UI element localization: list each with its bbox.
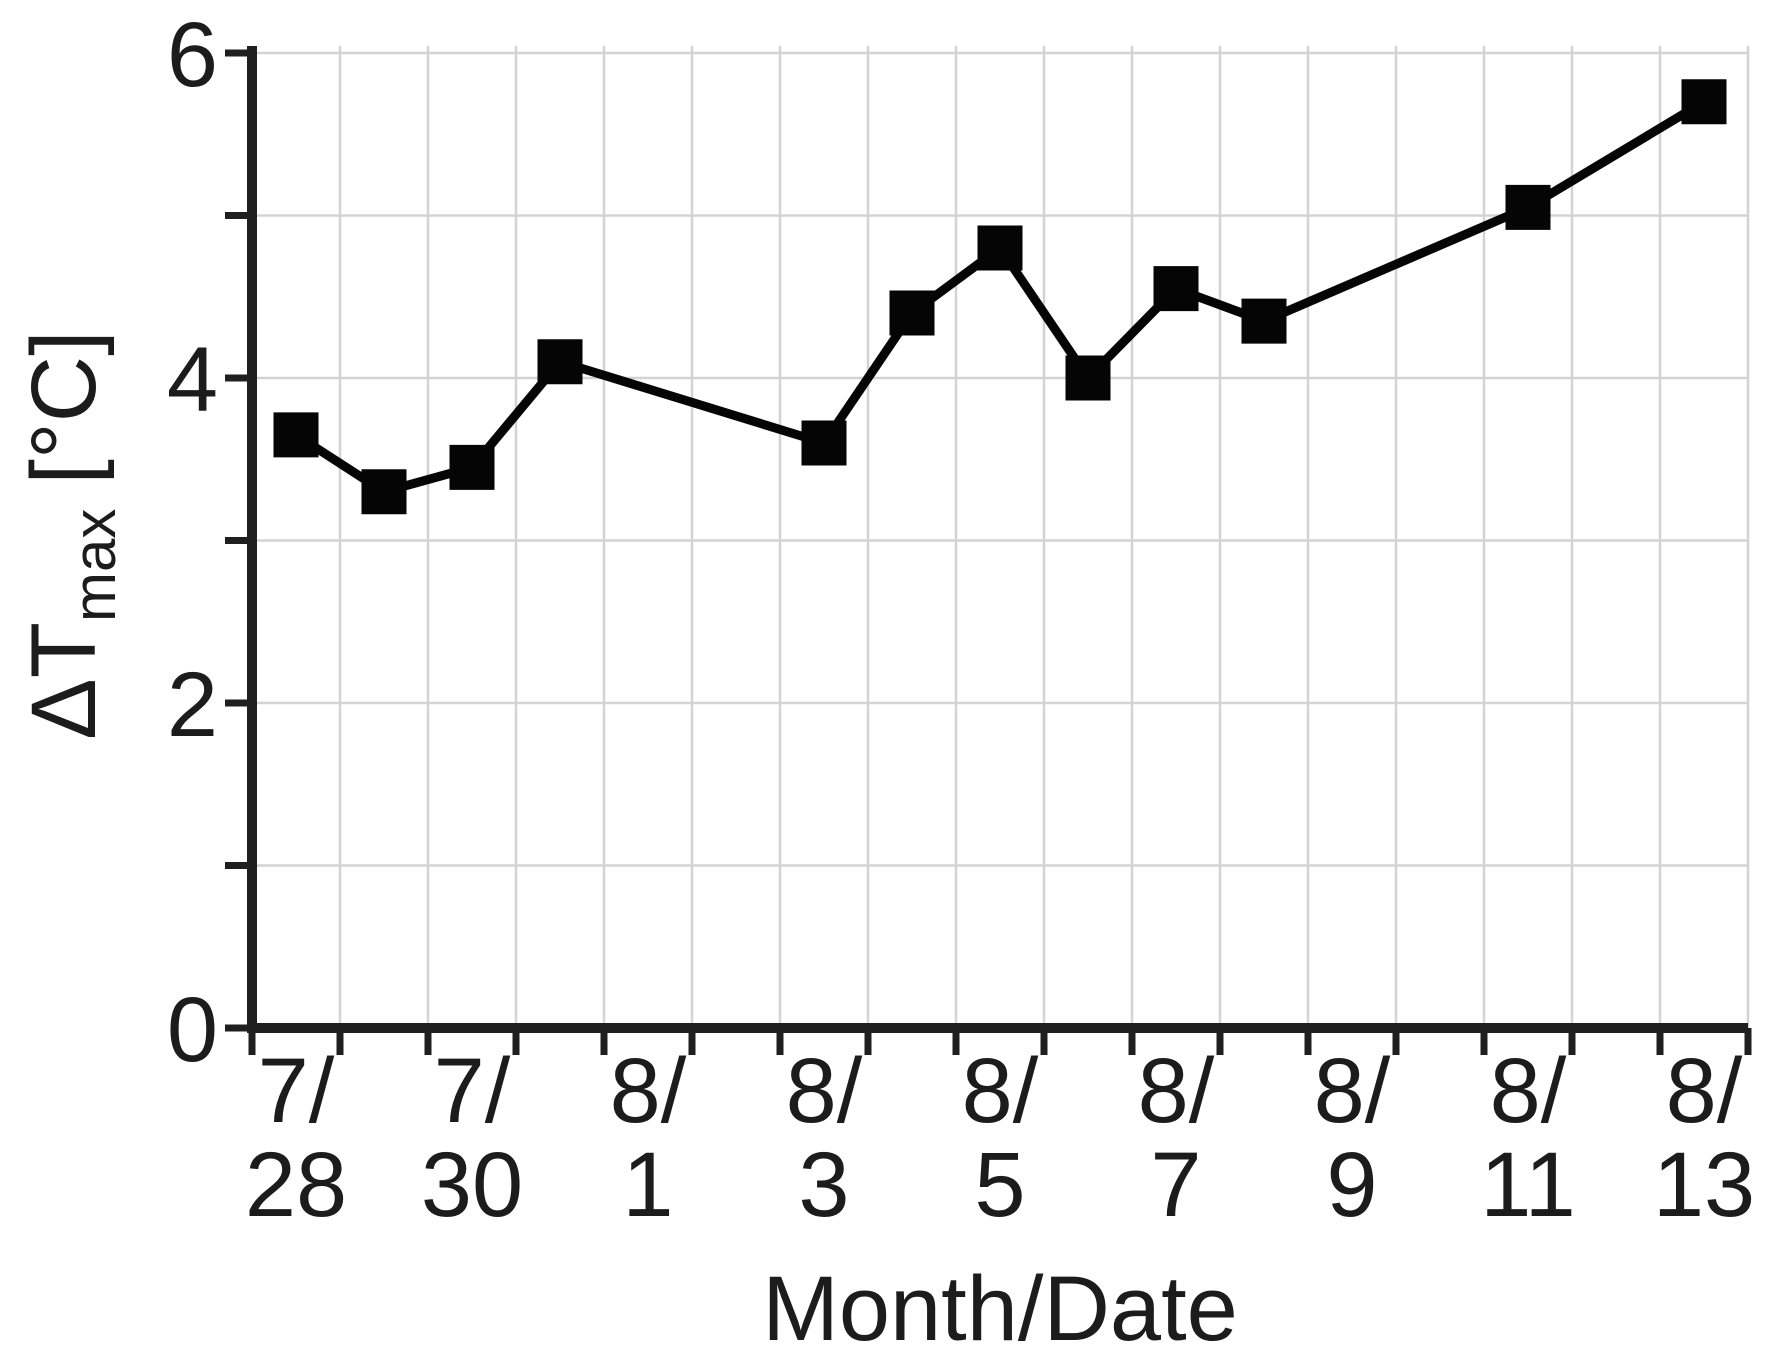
x-tick-label-month: 7/ <box>434 1040 511 1142</box>
data-point-marker <box>449 444 495 490</box>
x-axis-title: Month/Date <box>762 1258 1238 1359</box>
x-axis-tick-labels: 7/287/308/18/38/58/78/98/118/13 <box>245 1040 1755 1236</box>
y-axis-ticks <box>225 49 252 1032</box>
x-tick-label-month: 8/ <box>1138 1040 1215 1142</box>
x-tick-label-month: 8/ <box>962 1040 1039 1142</box>
data-point-marker <box>801 420 847 466</box>
x-tick-label-month: 8/ <box>1490 1040 1567 1142</box>
data-point-marker <box>273 412 319 458</box>
x-tick-label-day: 1 <box>622 1134 673 1236</box>
data-point-marker <box>1153 266 1199 312</box>
y-axis-title-main: ΔT <box>13 622 115 740</box>
data-point-marker <box>361 469 407 515</box>
data-point-marker <box>1065 355 1111 401</box>
x-axis-ticks <box>248 1028 1752 1055</box>
x-tick-label-month: 8/ <box>610 1040 687 1142</box>
data-point-marker <box>977 225 1023 271</box>
y-tick-label: 4 <box>167 329 218 431</box>
data-line <box>293 97 1707 497</box>
x-tick-label-month: 8/ <box>786 1040 863 1142</box>
data-point-marker <box>537 339 583 385</box>
y-axis-title-subscript: max <box>61 509 128 622</box>
x-tick-label-day: 5 <box>974 1134 1025 1236</box>
y-tick-label: 2 <box>167 654 218 756</box>
x-tick-label-month: 7/ <box>258 1040 335 1142</box>
x-tick-label-day: 13 <box>1653 1134 1755 1236</box>
y-axis-title: ΔTmax [°C] <box>13 330 128 739</box>
x-tick-label-month: 8/ <box>1666 1040 1743 1142</box>
x-tick-label-month: 8/ <box>1314 1040 1391 1142</box>
y-tick-label: 6 <box>167 4 218 106</box>
x-tick-label-day: 7 <box>1150 1134 1201 1236</box>
data-series <box>273 79 1727 515</box>
data-point-marker <box>1681 79 1727 125</box>
x-tick-label-day: 9 <box>1326 1134 1377 1236</box>
y-tick-label: 0 <box>167 979 218 1081</box>
x-tick-label-day: 30 <box>421 1134 523 1236</box>
horizontal-gridlines <box>252 51 1748 867</box>
y-axis-title-unit: [°C] <box>13 330 115 484</box>
x-tick-label-day: 28 <box>245 1134 347 1236</box>
data-point-marker <box>1241 298 1287 344</box>
vertical-gridlines <box>338 46 1750 1028</box>
x-tick-label-day: 3 <box>798 1134 849 1236</box>
x-tick-label-day: 11 <box>1480 1134 1576 1236</box>
data-point-marker <box>889 290 935 336</box>
data-point-marker <box>1505 184 1551 230</box>
y-axis-tick-labels: 0 2 4 6 <box>167 4 218 1081</box>
